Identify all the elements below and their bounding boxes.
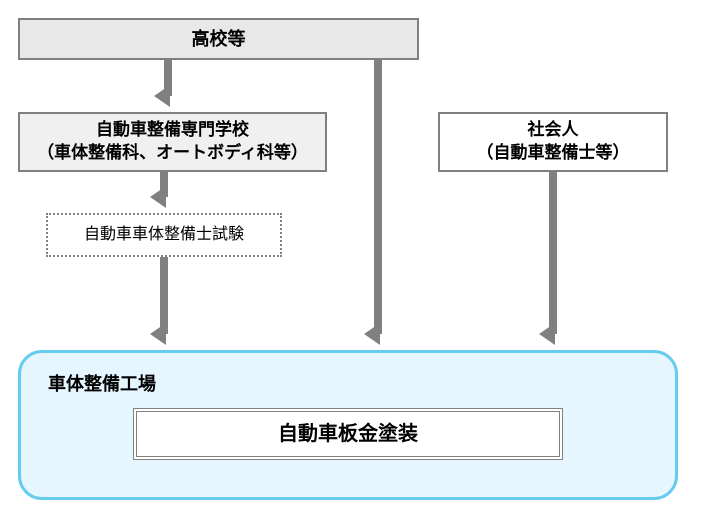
node-worker-label2: （自動車整備士等） [477,142,630,165]
node-exam-label: 自動車車体整備士試験 [84,224,244,246]
node-vocational-label2: （車体整備科、オートボディ科等） [37,142,308,165]
node-highschool: 高校等 [18,18,419,60]
destination-inner-label: 自動車板金塗装 [278,421,418,448]
destination-inner: 自動車板金塗装 [133,408,563,460]
node-highschool-label: 高校等 [192,27,246,51]
node-vocational-label1: 自動車整備専門学校 [37,119,308,142]
node-worker-label1: 社会人 [477,119,630,142]
destination-title: 車体整備工場 [48,370,156,396]
node-worker-labels: 社会人 （自動車整備士等） [477,119,630,165]
node-worker: 社会人 （自動車整備士等） [438,112,668,172]
node-vocational-labels: 自動車整備専門学校 （車体整備科、オートボディ科等） [37,119,308,165]
node-vocational: 自動車整備専門学校 （車体整備科、オートボディ科等） [18,112,327,172]
node-exam: 自動車車体整備士試験 [46,213,282,257]
